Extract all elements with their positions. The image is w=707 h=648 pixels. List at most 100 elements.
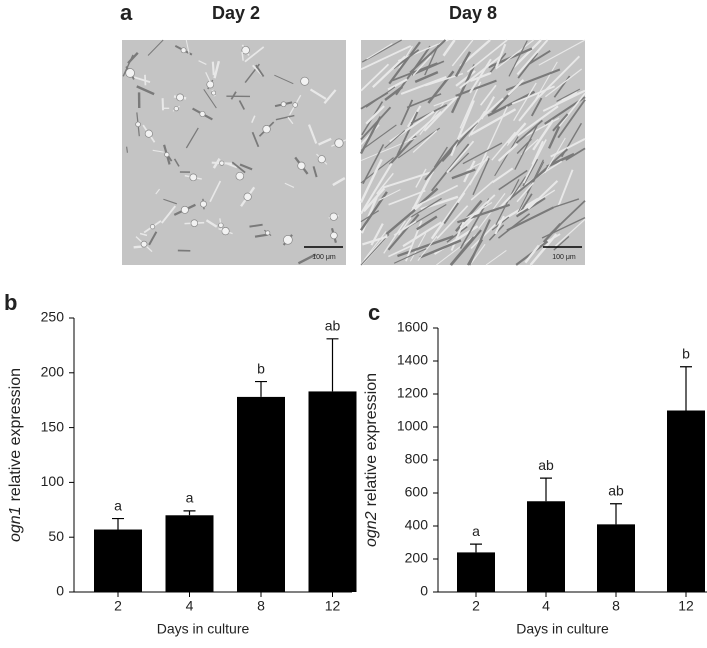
x-tick-label: 8 — [612, 598, 620, 614]
y-tick-label: 0 — [56, 583, 64, 599]
y-axis-label-text: relative expression — [7, 368, 24, 501]
scale-bar-label: 100 μm — [312, 254, 336, 261]
x-tick-label: 4 — [186, 598, 194, 614]
cell — [207, 81, 214, 88]
y-tick-label: 1600 — [397, 319, 428, 335]
cell — [331, 232, 338, 239]
y-tick-label: 1200 — [397, 385, 428, 401]
bar — [309, 391, 357, 592]
panel-label: c — [368, 300, 380, 325]
cell — [127, 147, 128, 153]
annotation: a — [472, 523, 480, 539]
y-axis-label-gene: ogn1 — [7, 506, 24, 542]
y-tick-label: 600 — [405, 484, 429, 500]
x-tick-label: 12 — [325, 598, 341, 614]
cell — [181, 206, 188, 213]
scale-bar-label: 100 μm — [552, 254, 576, 261]
bar — [166, 515, 214, 592]
panel-label: a — [120, 0, 133, 25]
x-tick-label: 2 — [472, 598, 480, 614]
y-tick-label: 0 — [420, 583, 428, 599]
micrographs — [122, 40, 585, 265]
cell — [244, 193, 252, 201]
cell — [200, 111, 205, 116]
annotation: b — [257, 360, 265, 376]
cell — [213, 62, 214, 75]
annotation: a — [186, 490, 194, 506]
image-title: Day 2 — [212, 3, 260, 23]
annotation: b — [682, 345, 690, 361]
cell — [181, 48, 186, 53]
cell — [283, 235, 292, 244]
error-bar — [470, 544, 482, 552]
cell — [136, 122, 141, 127]
x-tick-label: 12 — [678, 598, 694, 614]
cell — [165, 152, 169, 156]
bar — [237, 397, 285, 592]
cell — [174, 106, 178, 110]
y-axis-label: ogn1 relative expression — [7, 368, 24, 542]
cell — [318, 156, 325, 163]
x-tick-label: 4 — [542, 598, 550, 614]
cell — [330, 213, 337, 220]
image-title: Day 8 — [449, 3, 497, 23]
micrograph — [122, 40, 346, 265]
error-bar — [255, 382, 267, 397]
cell — [191, 220, 198, 227]
cell — [212, 91, 216, 95]
bar — [94, 530, 142, 592]
annotation: ab — [608, 482, 624, 498]
cell — [281, 102, 286, 107]
bar — [527, 501, 565, 592]
y-tick-label: 400 — [405, 517, 429, 533]
error-bar — [112, 519, 124, 530]
cell — [293, 103, 298, 108]
y-tick-label: 1400 — [397, 352, 428, 368]
cell — [242, 46, 250, 54]
cell — [177, 94, 184, 101]
bar — [667, 411, 705, 593]
y-tick-label: 250 — [41, 309, 65, 325]
cell — [301, 77, 309, 85]
cell — [126, 69, 135, 78]
cell — [150, 224, 154, 228]
cell — [145, 130, 152, 137]
y-tick-label: 1000 — [397, 418, 428, 434]
x-tick-label: 8 — [257, 598, 265, 614]
cell — [219, 223, 224, 228]
error-bar — [184, 511, 196, 515]
y-tick-label: 200 — [41, 364, 65, 380]
y-tick-label: 100 — [41, 473, 65, 489]
cell — [200, 201, 206, 207]
cell — [242, 52, 243, 61]
y-axis-label: ogn2 relative expression — [363, 373, 380, 547]
cell — [335, 139, 343, 147]
cell — [141, 241, 147, 247]
x-tick-label: 2 — [114, 598, 122, 614]
bar — [457, 552, 495, 592]
cell — [236, 172, 244, 180]
y-tick-label: 800 — [405, 451, 429, 467]
x-axis-label: Days in culture — [516, 621, 609, 637]
panel-label: b — [4, 290, 17, 315]
cell — [134, 247, 142, 248]
x-axis-label: Days in culture — [157, 621, 250, 637]
error-bar — [327, 339, 339, 392]
annotation: a — [114, 497, 122, 513]
y-axis-label-gene: ogn2 — [363, 511, 380, 547]
cell — [263, 125, 271, 133]
annotation: ab — [325, 318, 341, 334]
bar — [597, 524, 635, 592]
y-tick-label: 150 — [41, 418, 65, 434]
cell — [266, 231, 270, 235]
cell — [190, 174, 197, 181]
cell — [220, 161, 224, 165]
error-bar — [610, 504, 622, 525]
y-tick-label: 50 — [48, 528, 64, 544]
cell — [298, 162, 305, 169]
cell — [222, 227, 229, 234]
annotation: ab — [538, 457, 554, 473]
y-axis-label-text: relative expression — [363, 373, 380, 506]
error-bar — [540, 478, 552, 501]
